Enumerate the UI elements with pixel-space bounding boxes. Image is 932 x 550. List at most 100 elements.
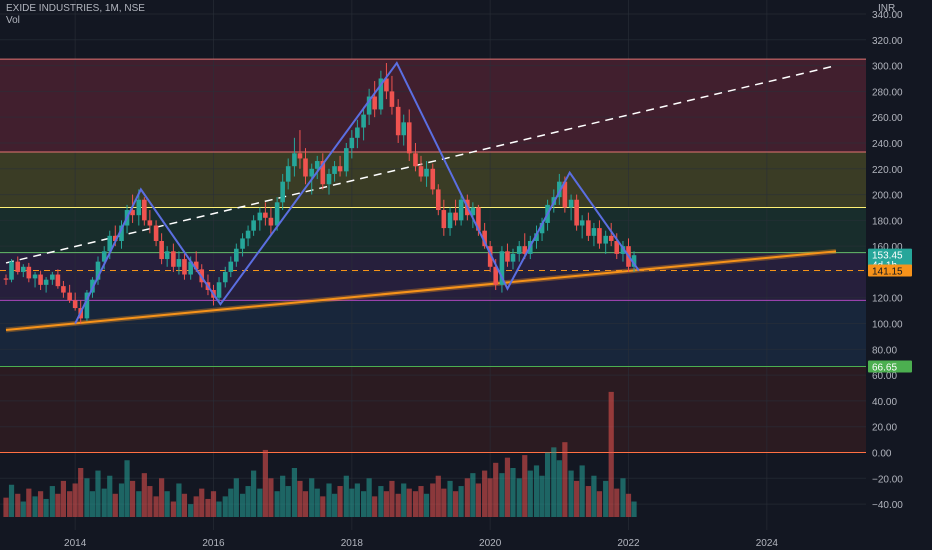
candle-body <box>614 240 620 254</box>
candle-body <box>441 210 447 229</box>
volume-bar <box>452 491 459 517</box>
candle-body <box>534 233 539 241</box>
candle-body <box>337 166 343 172</box>
candle-body <box>142 199 147 221</box>
candle-body <box>493 266 498 285</box>
time-tick-label: 2020 <box>479 538 502 549</box>
price-tick-label: 260.00 <box>872 113 903 124</box>
candle-body <box>389 91 395 107</box>
volume-bar <box>210 491 217 517</box>
price-tag-label: 66.65 <box>872 363 897 374</box>
volume-bar <box>291 467 298 517</box>
candle-body <box>568 199 574 208</box>
volume-bar <box>510 467 516 517</box>
volume-bar <box>591 475 597 517</box>
candle-body <box>499 251 505 285</box>
candle-body <box>263 212 268 218</box>
chart-legend: EXIDE INDUSTRIES, 1M, NSE Vol <box>6 3 145 27</box>
time-tick-label: 2016 <box>202 538 225 549</box>
candle-body <box>38 274 43 285</box>
volume-bar <box>193 496 199 517</box>
candle-body <box>378 78 384 110</box>
candle-body <box>20 266 26 272</box>
volume-bar <box>401 483 407 517</box>
volume-bar <box>562 442 568 517</box>
volume-bar <box>366 478 372 517</box>
candle-body <box>119 225 124 241</box>
fib-zone <box>0 366 866 453</box>
candle-body <box>61 286 66 293</box>
volume-bar <box>107 475 113 517</box>
volume-bar <box>499 473 505 517</box>
price-tick-label: 20.00 <box>872 423 897 434</box>
price-tick-label: 340.00 <box>872 10 903 21</box>
price-tick-label: 0.00 <box>872 449 892 460</box>
volume-bar <box>406 488 412 517</box>
candle-body <box>395 106 401 136</box>
pattern-zigzag[interactable] <box>74 61 640 324</box>
pattern-lines[interactable] <box>74 61 640 324</box>
volume-bar <box>141 473 147 517</box>
volume-bar <box>337 486 343 517</box>
candle-body <box>447 212 453 229</box>
volume-label[interactable]: Vol <box>6 15 20 26</box>
time-tick-label: 2022 <box>617 538 640 549</box>
candle-body <box>430 168 436 190</box>
volume-bar <box>8 484 15 517</box>
volume-bar <box>257 488 263 517</box>
candle-body <box>95 261 101 280</box>
volume-bar <box>297 480 303 517</box>
price-tick-label: 200.00 <box>872 191 903 202</box>
volume-bar <box>544 452 551 517</box>
candle-body <box>222 271 228 283</box>
volume-bar <box>504 457 511 517</box>
volume-bar <box>78 467 84 517</box>
volume-bar <box>309 478 315 517</box>
candle-body <box>268 217 274 226</box>
volume-bar <box>181 493 188 517</box>
time-axis[interactable]: 2014 2016 2018 2020 2022 2024 <box>0 530 932 550</box>
candle-body <box>309 168 315 177</box>
candle-body <box>292 153 297 167</box>
candle-body <box>245 230 251 239</box>
candle-body <box>188 261 193 275</box>
candle-body <box>72 300 78 309</box>
volume-bar <box>118 483 125 517</box>
volume-bar <box>188 504 194 517</box>
candle-body <box>562 181 568 208</box>
candle-body <box>147 220 153 226</box>
volume-bar <box>124 460 130 517</box>
candle-body <box>240 238 245 249</box>
volume-bar <box>412 491 419 517</box>
volume-bar <box>441 488 447 517</box>
candle-body <box>349 137 355 149</box>
volume-bar <box>464 478 470 517</box>
candle-body <box>579 220 585 226</box>
candle-body <box>522 246 528 254</box>
volume-bar <box>314 488 320 517</box>
volume-bar <box>205 498 211 517</box>
symbol-title[interactable]: EXIDE INDUSTRIES, 1M, NSE <box>6 3 145 14</box>
volume-bar <box>423 493 430 517</box>
volume-bar <box>435 475 441 517</box>
candle-body <box>366 96 372 115</box>
candle-body <box>320 161 326 185</box>
candle-body <box>424 168 429 177</box>
volume-bar <box>574 480 580 517</box>
candle-body <box>476 207 481 231</box>
time-tick-label: 2024 <box>756 538 779 549</box>
volume-bar <box>216 501 222 517</box>
candle-body <box>355 127 360 138</box>
volume-bar <box>614 488 620 517</box>
candle-body <box>597 228 602 244</box>
volume-bar <box>84 478 90 517</box>
candle-body <box>112 235 118 241</box>
price-tag-label: 141.15 <box>872 266 903 277</box>
time-tick-label: 2018 <box>341 538 364 549</box>
candle-body <box>107 235 113 252</box>
price-tick-label: 240.00 <box>872 139 903 150</box>
grid <box>0 0 866 530</box>
support-trendline[interactable] <box>5 250 837 331</box>
